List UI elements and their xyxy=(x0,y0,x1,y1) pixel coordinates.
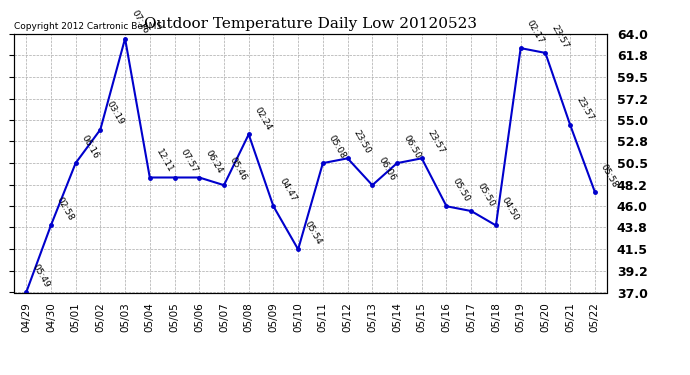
Text: 04:50: 04:50 xyxy=(500,196,521,223)
Text: 07:57: 07:57 xyxy=(179,148,199,175)
Text: 05:58: 05:58 xyxy=(599,162,620,189)
Text: 04:47: 04:47 xyxy=(277,177,298,204)
Text: 02:58: 02:58 xyxy=(55,196,76,223)
Text: 06:06: 06:06 xyxy=(377,156,397,182)
Text: 05:46: 05:46 xyxy=(228,156,249,182)
Text: 23:57: 23:57 xyxy=(574,95,595,122)
Text: 05:50: 05:50 xyxy=(451,177,471,204)
Title: Outdoor Temperature Daily Low 20120523: Outdoor Temperature Daily Low 20120523 xyxy=(144,17,477,31)
Text: 05:54: 05:54 xyxy=(302,220,323,247)
Text: 05:08: 05:08 xyxy=(327,134,348,160)
Text: 05:50: 05:50 xyxy=(475,182,496,208)
Text: 23:50: 23:50 xyxy=(352,129,373,156)
Text: 07:16: 07:16 xyxy=(129,9,150,36)
Text: 23:57: 23:57 xyxy=(549,23,570,50)
Text: 06:16: 06:16 xyxy=(80,134,101,160)
Text: 06:50: 06:50 xyxy=(401,134,422,160)
Text: 03:19: 03:19 xyxy=(104,100,126,127)
Text: 23:57: 23:57 xyxy=(426,129,446,156)
Text: 02:24: 02:24 xyxy=(253,105,273,132)
Text: 05:49: 05:49 xyxy=(30,263,51,290)
Text: Copyright 2012 Cartronic BeeMS: Copyright 2012 Cartronic BeeMS xyxy=(14,22,162,31)
Text: 12:11: 12:11 xyxy=(154,148,175,175)
Text: 02:17: 02:17 xyxy=(525,18,546,45)
Text: 06:24: 06:24 xyxy=(204,148,224,175)
